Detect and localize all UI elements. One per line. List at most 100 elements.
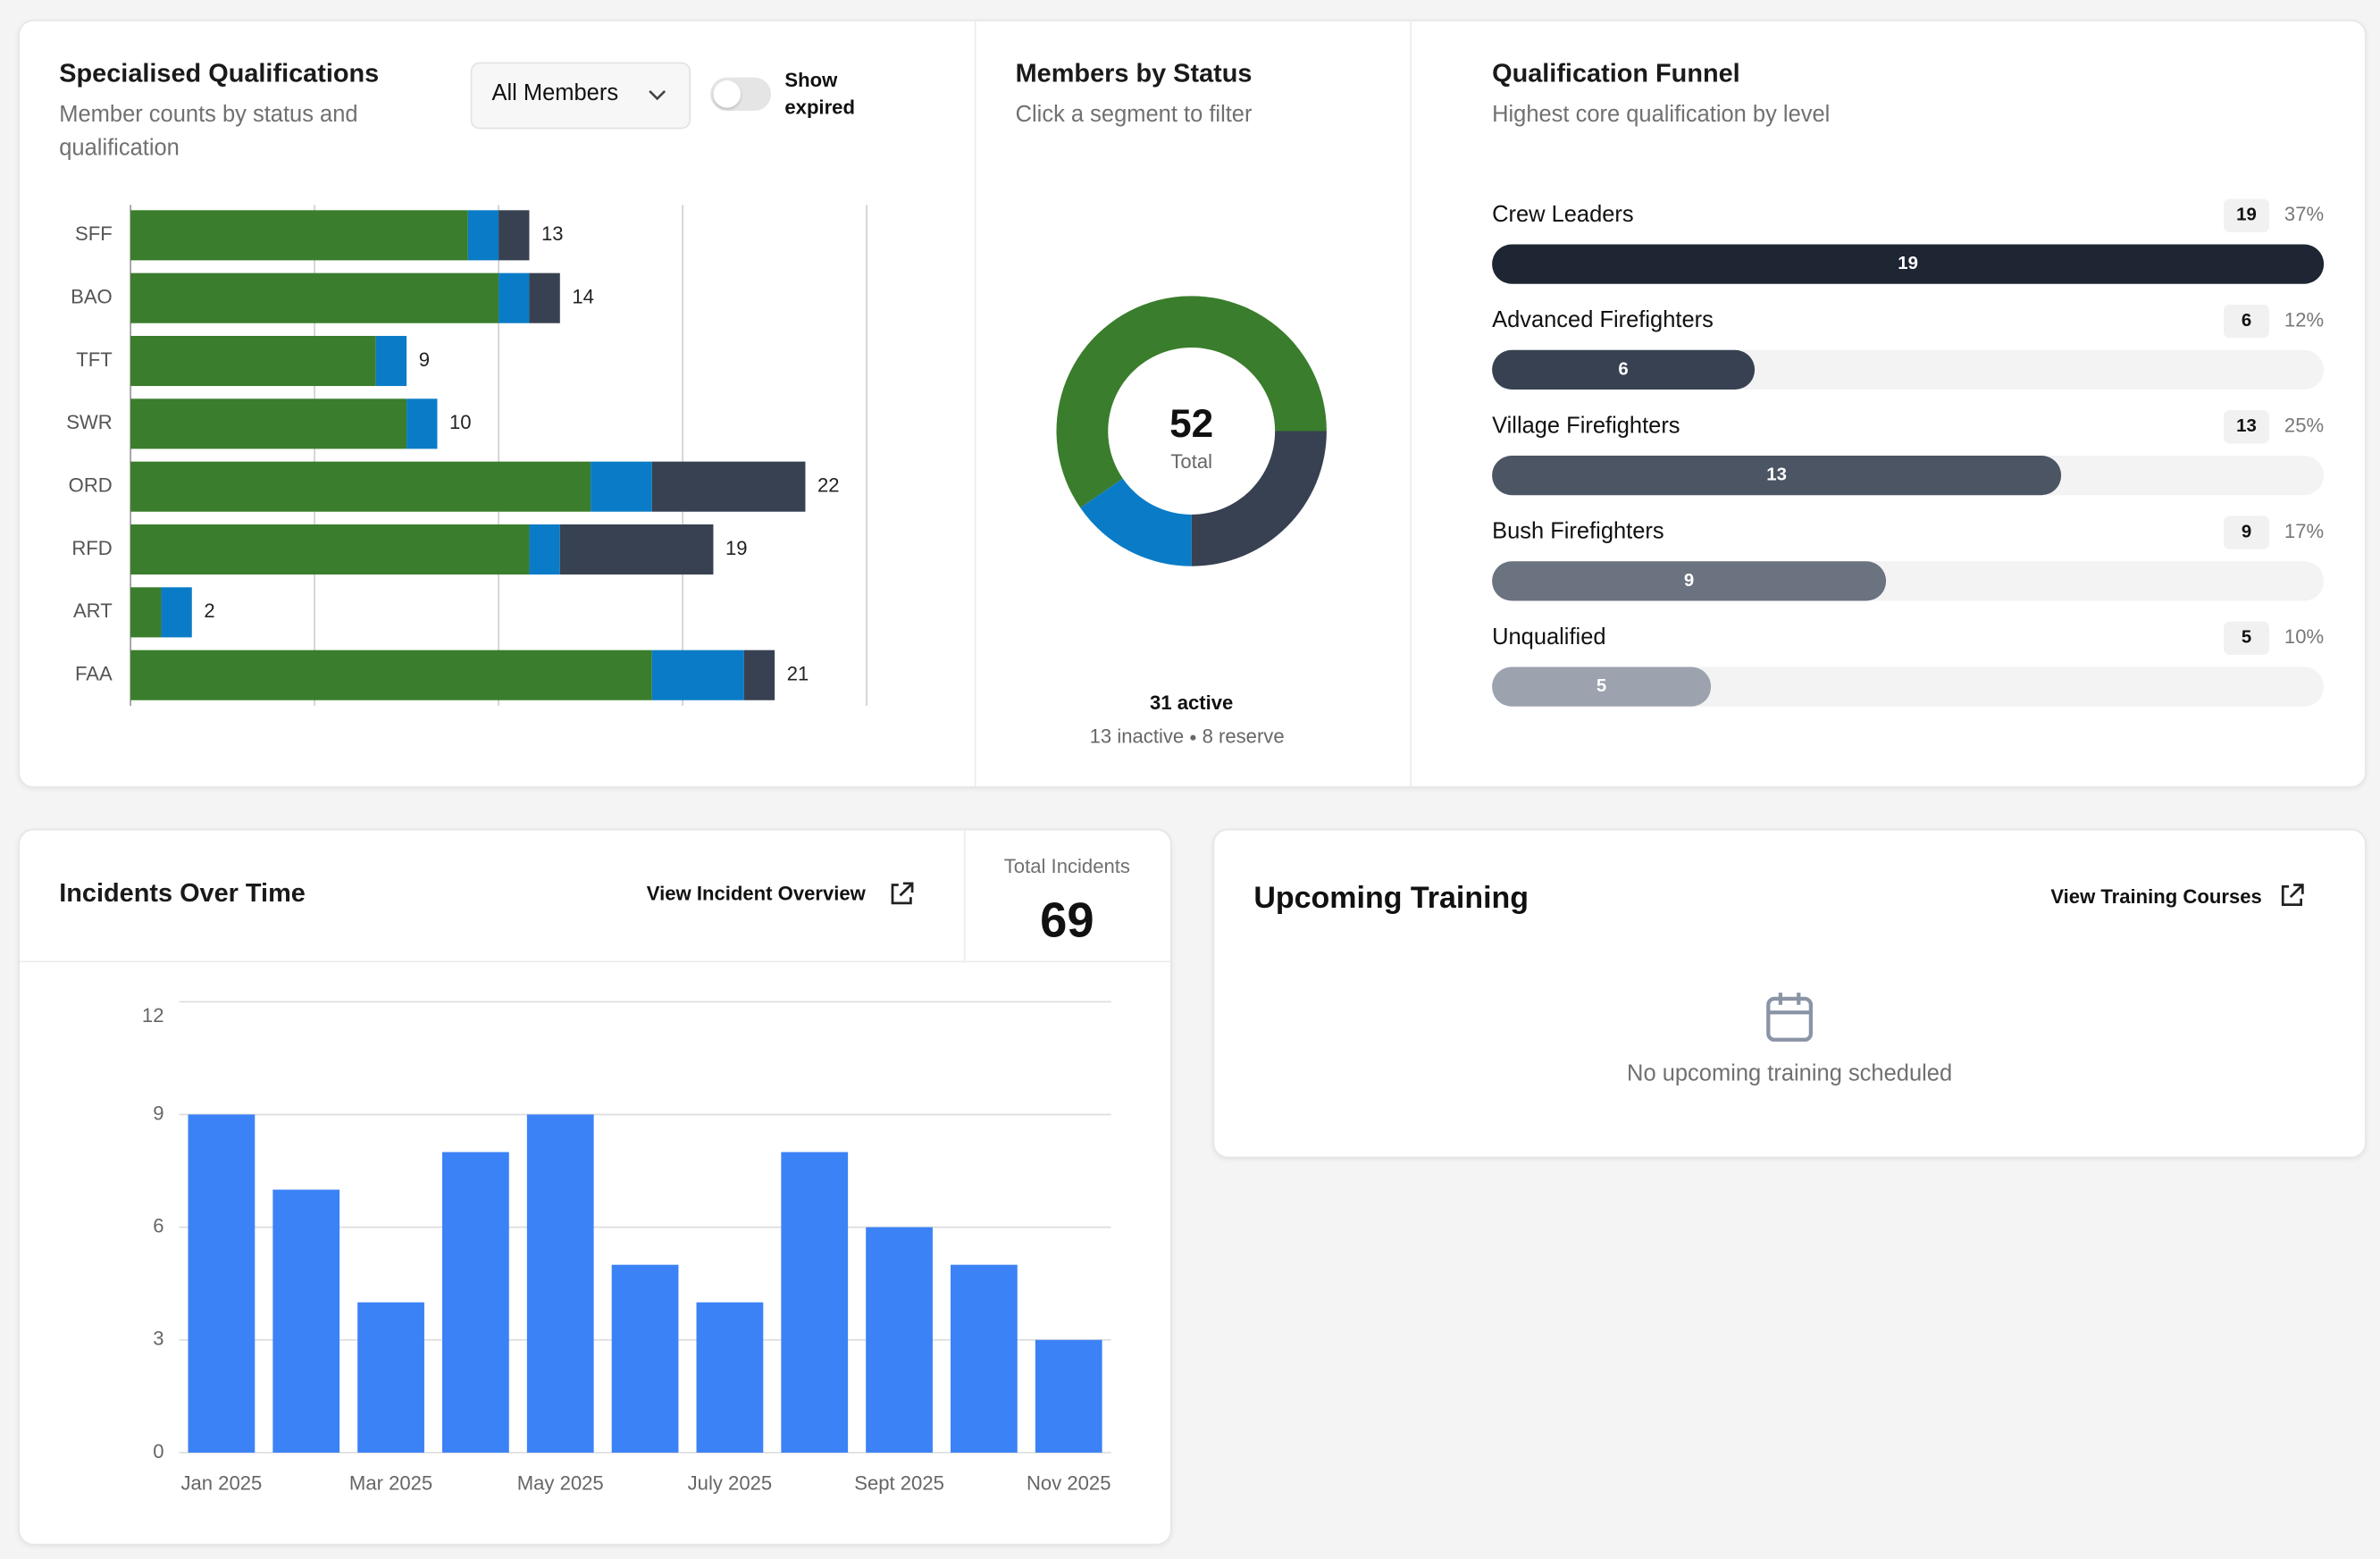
level-label: Crew Leaders <box>1492 202 1634 227</box>
empty-message: No upcoming training scheduled <box>1627 1060 1953 1087</box>
y-tick-label: SFF <box>75 222 113 245</box>
y-tick-label: FAA <box>75 663 113 685</box>
y-tick-label: 0 <box>153 1440 163 1463</box>
bar-segment <box>130 398 407 449</box>
bar <box>1492 456 2062 496</box>
donut-segment <box>1080 478 1192 566</box>
percent-label: 17% <box>2284 520 2324 542</box>
bar <box>272 1189 340 1453</box>
y-tick-label: ART <box>73 599 113 622</box>
bar-segment <box>529 524 560 575</box>
donut-segment <box>1191 431 1327 566</box>
data-label: 22 <box>817 474 840 497</box>
donut-total-label: Total <box>1170 450 1212 473</box>
external-icon[interactable] <box>2278 882 2306 909</box>
x-tick-label: May 2025 <box>517 1471 604 1494</box>
count-label: 13 <box>2236 416 2257 436</box>
data-label: 13 <box>541 222 564 245</box>
bar-segment <box>499 210 530 261</box>
count-label: 9 <box>2242 522 2251 541</box>
bar-segment <box>130 461 591 512</box>
data-label: 21 <box>787 663 809 685</box>
bar-label: 19 <box>1898 254 1918 273</box>
bar-segment <box>130 587 162 638</box>
y-tick-label: TFT <box>76 348 112 371</box>
training-card <box>1212 828 2367 1159</box>
toggle-knob <box>713 80 742 108</box>
x-tick-label: Sept 2025 <box>854 1471 944 1494</box>
dropdown-value: All Members <box>491 80 619 106</box>
count-badge <box>2224 304 2269 339</box>
link[interactable]: View Incident Overview <box>646 882 866 905</box>
percent-label: 12% <box>2284 308 2324 331</box>
bar <box>442 1152 509 1453</box>
card-subtitle: Click a segment to filter <box>1015 101 1253 128</box>
card-title: Specialised Qualifications <box>59 59 380 88</box>
bar-segment <box>406 398 438 449</box>
y-tick-label: ORD <box>69 474 113 497</box>
level-label: Bush Firefighters <box>1492 519 1664 544</box>
bar <box>611 1264 679 1453</box>
card-subtitle: Member counts by status and qualificatio… <box>59 101 358 162</box>
divider <box>963 830 966 961</box>
link[interactable]: View Training Courses <box>2050 884 2262 908</box>
bar-segment <box>529 272 560 323</box>
bar <box>1492 561 1887 601</box>
bar <box>1492 666 1712 707</box>
donut-total: 52 <box>1169 402 1213 446</box>
separator-dot <box>1190 734 1196 741</box>
y-tick-label: 12 <box>142 1004 164 1027</box>
calendar-icon <box>1766 993 1814 1042</box>
bar-segment <box>130 650 652 700</box>
bar <box>357 1302 424 1453</box>
bar <box>1492 349 1756 390</box>
bar-label: 13 <box>1766 465 1787 485</box>
bar-segment <box>130 272 499 323</box>
bar <box>866 1227 933 1453</box>
y-tick-label: 9 <box>153 1102 163 1124</box>
x-tick-label: Nov 2025 <box>1027 1471 1111 1494</box>
x-tick-label: July 2025 <box>688 1471 773 1494</box>
data-label: 9 <box>419 348 430 371</box>
bar-segment <box>591 461 652 512</box>
percent-label: 25% <box>2284 415 2324 437</box>
chevron <box>649 90 666 101</box>
percent-label: 37% <box>2284 203 2324 225</box>
count-badge <box>2224 198 2269 232</box>
x-tick-label: Mar 2025 <box>349 1471 432 1494</box>
bar-segment <box>130 210 468 261</box>
y-tick-label: 6 <box>153 1214 163 1236</box>
count-label: 6 <box>2242 311 2251 331</box>
bar-label: 6 <box>1618 359 1628 379</box>
level-label: Unqualified <box>1492 624 1605 650</box>
bar <box>951 1264 1018 1453</box>
bar-segment <box>375 335 407 387</box>
count-label: 5 <box>2242 628 2251 648</box>
bar <box>1035 1339 1102 1453</box>
bar <box>781 1152 849 1453</box>
count-label: 19 <box>2236 205 2257 225</box>
data-label: 14 <box>572 286 594 308</box>
card-title: Incidents Over Time <box>59 878 306 908</box>
level-label: Advanced Firefighters <box>1492 307 1714 332</box>
card-subtitle: Highest core qualification by level <box>1492 101 1831 128</box>
divider <box>974 21 976 787</box>
status-label: 13 inactive <box>1090 725 1185 748</box>
card-title: Members by Status <box>1015 59 1253 88</box>
divider <box>20 960 1170 963</box>
filter-dropdown[interactable]: All Members <box>470 62 691 130</box>
count-badge <box>2224 410 2269 444</box>
external-icon[interactable] <box>888 880 916 908</box>
bar-segment <box>467 210 499 261</box>
bar-label: 5 <box>1596 676 1606 696</box>
toggle[interactable] <box>710 77 772 112</box>
bar-segment <box>651 650 744 700</box>
y-tick-label: BAO <box>71 286 113 308</box>
divider <box>1410 21 1412 787</box>
count-badge <box>2224 621 2269 655</box>
status-label: 31 active <box>1150 691 1233 714</box>
bar-segment <box>130 335 376 387</box>
level-label: Village Firefighters <box>1492 413 1680 438</box>
bar-segment <box>743 650 775 700</box>
